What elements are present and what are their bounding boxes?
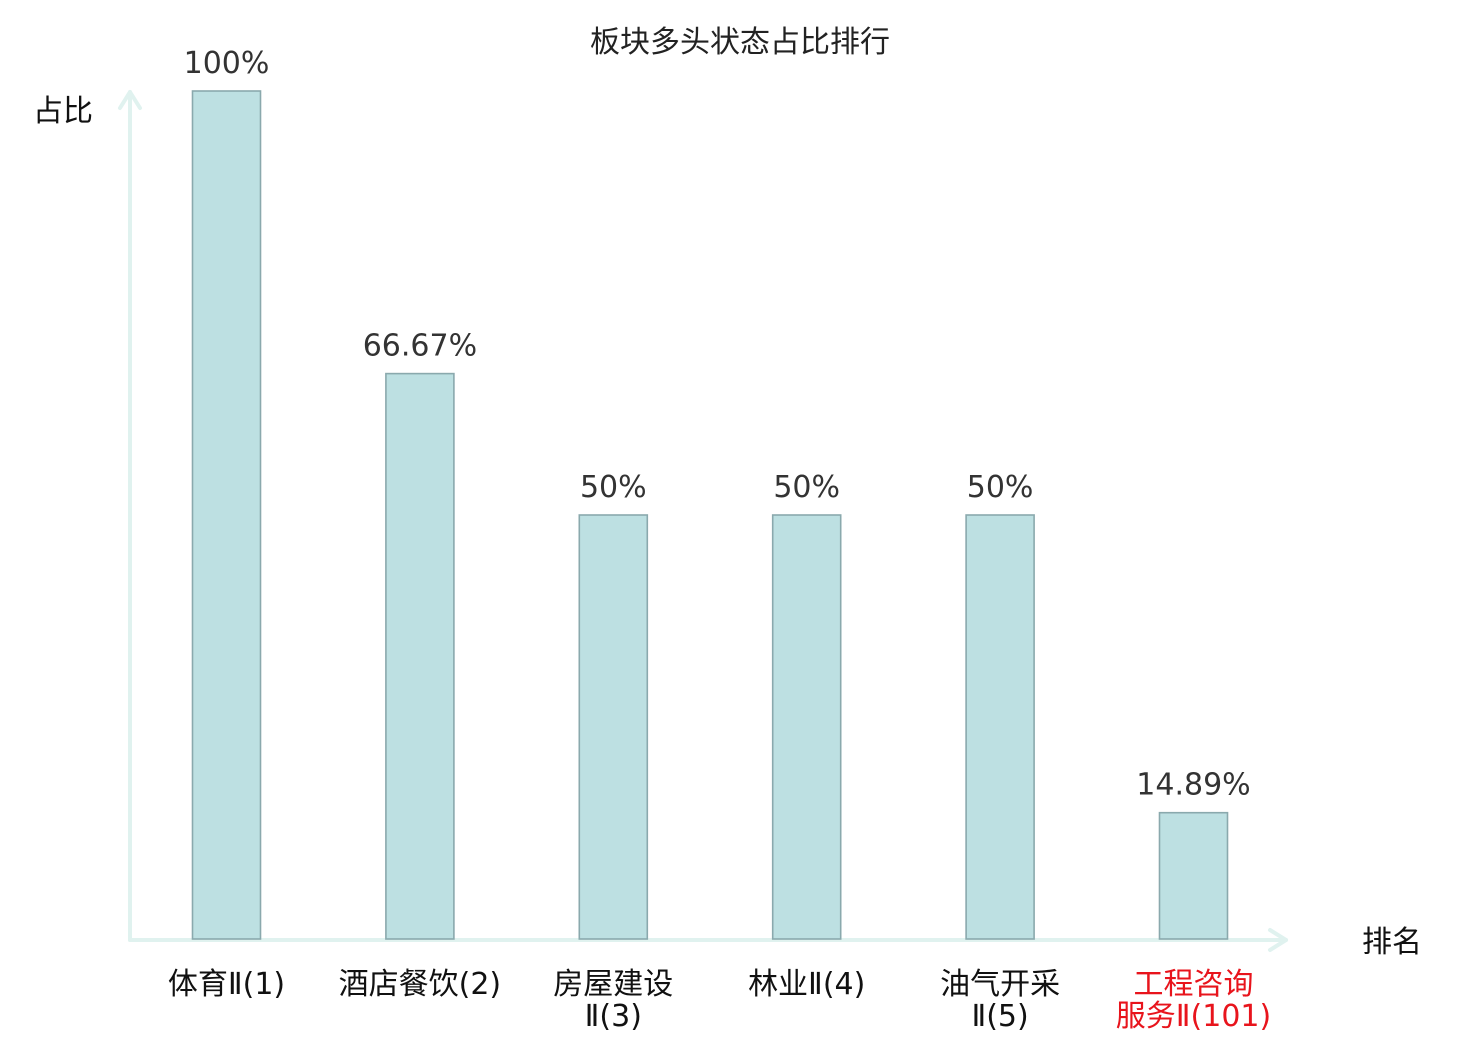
- bar: [771, 514, 842, 940]
- bar: [191, 90, 262, 940]
- category-label: 酒店餐饮(2): [339, 967, 502, 1002]
- x-axis-label: 排名: [1362, 925, 1422, 960]
- bar-value-label: 50%: [967, 470, 1034, 505]
- bar: [578, 514, 649, 940]
- value-labels-group: 100% 66.67% 50% 50% 50% 14.89%: [184, 46, 1251, 803]
- category-label: 油气开采: [940, 967, 1060, 1002]
- category-label: 体育Ⅱ(1): [168, 967, 285, 1002]
- bar: [965, 514, 1035, 940]
- chart-title: 板块多头状态占比排行: [590, 25, 890, 60]
- category-label: 林业Ⅱ(4): [748, 967, 865, 1002]
- bar-value-label: 66.67%: [363, 329, 477, 364]
- bar-value-label: 50%: [580, 470, 647, 505]
- x-axis-arrowhead: [1268, 928, 1288, 952]
- bar-value-label: 100%: [184, 46, 270, 81]
- category-label-highlighted: 服务Ⅱ(101): [1116, 999, 1271, 1034]
- x-axis: [128, 928, 1288, 952]
- category-label: Ⅱ(5): [971, 999, 1028, 1034]
- bar: [385, 372, 455, 940]
- bar-value-label: 50%: [773, 470, 840, 505]
- bar-value-label: 14.89%: [1136, 768, 1250, 803]
- bars-group: [191, 90, 1229, 940]
- category-label: Ⅱ(3): [585, 999, 642, 1034]
- bar: [1158, 811, 1229, 940]
- category-label-highlighted: 工程咨询: [1134, 967, 1254, 1002]
- category-label: 房屋建设: [553, 967, 673, 1002]
- y-axis-arrowhead: [118, 90, 142, 110]
- y-axis: [118, 90, 142, 942]
- y-axis-label: 占比: [33, 94, 93, 129]
